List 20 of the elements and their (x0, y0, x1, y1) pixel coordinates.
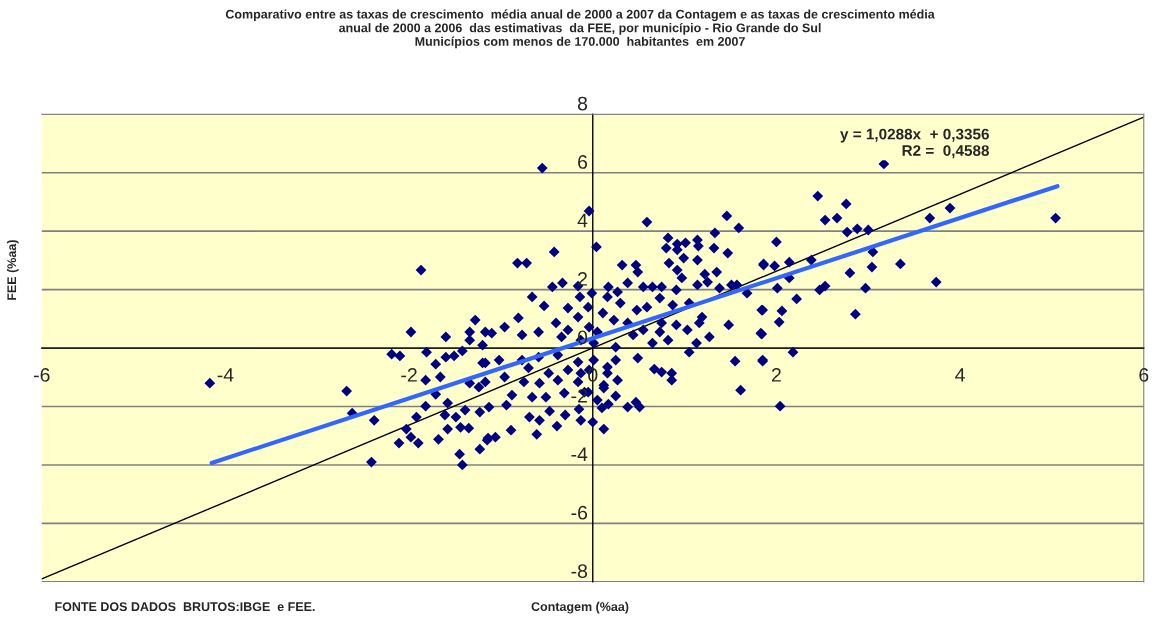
y-tick-label: 6 (578, 155, 588, 169)
y-axis-title: FEE (%aa) (6, 240, 19, 300)
x-tick-label: 4 (955, 368, 965, 382)
x-axis-title: Contagem (%aa) (531, 601, 629, 614)
y-tick-label: -8 (571, 564, 588, 579)
y-tick-label: 8 (577, 96, 588, 111)
y-tick-label: 2 (578, 272, 587, 286)
x-tick-label: -6 (33, 368, 50, 382)
x-tick-label: 2 (772, 368, 781, 382)
annotation: y = 1,0288x + 0,3356 R2 = 0,4588 (840, 128, 990, 159)
source-note: FONTE DOS DADOS BRUTOS:IBGE e FEE. (55, 602, 315, 612)
y-tick-label: 0 (577, 330, 588, 345)
y-tick-label: -4 (571, 447, 588, 461)
x-tick-label: 6 (1139, 368, 1149, 382)
y-tick-label: -2 (571, 388, 587, 403)
chart-title: Comparativo entre as taxas de crescimento média anual de 2000 a 2007 da Contagem e as taxas de crescimento média anual de 2000 a 2006 das estimativas da FEE, por município - Rio Grande do Sul Municípios com menos de 170.000 habitantes em 2007 (225, 9, 935, 49)
y-tick-label: 4 (577, 213, 588, 228)
y-tick-label: -6 (571, 505, 588, 520)
x-tick-label: -2 (401, 368, 417, 382)
x-tick-label: -4 (217, 368, 234, 382)
